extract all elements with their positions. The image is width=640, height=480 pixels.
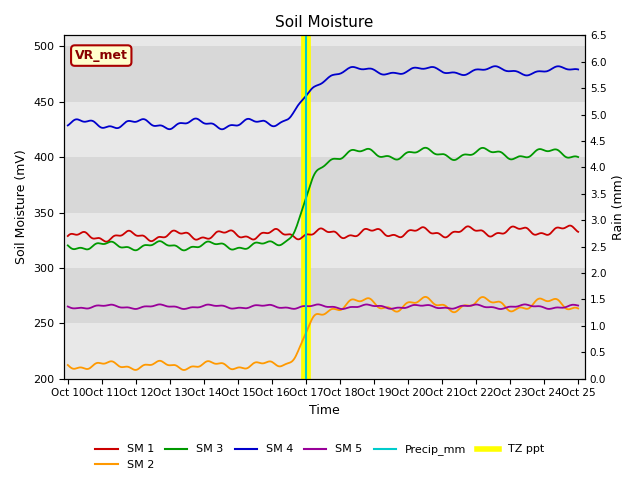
Bar: [65, 324, 585, 379]
Bar: [65, 268, 585, 324]
Bar: [65, 213, 585, 268]
Bar: [65, 102, 585, 157]
Bar: [65, 47, 585, 102]
Bar: [65, 157, 585, 213]
X-axis label: Time: Time: [309, 404, 340, 417]
Y-axis label: Rain (mm): Rain (mm): [612, 174, 625, 240]
Title: Soil Moisture: Soil Moisture: [275, 15, 374, 30]
Text: VR_met: VR_met: [75, 49, 128, 62]
Y-axis label: Soil Moisture (mV): Soil Moisture (mV): [15, 150, 28, 264]
Legend: SM 1, SM 2, SM 3, SM 4, SM 5, Precip_mm, TZ ppt: SM 1, SM 2, SM 3, SM 4, SM 5, Precip_mm,…: [91, 440, 549, 474]
